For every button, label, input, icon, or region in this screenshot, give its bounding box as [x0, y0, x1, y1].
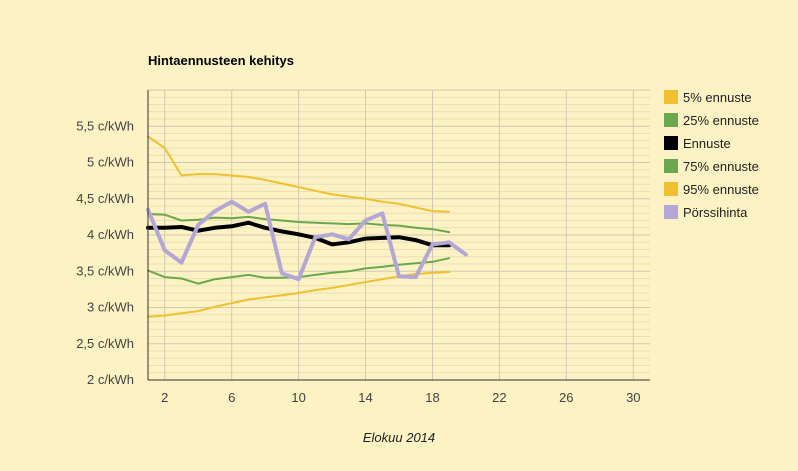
legend-label: 75% ennuste — [683, 159, 759, 174]
x-tick-label: 18 — [425, 390, 439, 405]
grid — [148, 89, 650, 381]
chart-title: Hintaennusteen kehitys — [148, 53, 294, 68]
legend-swatch — [664, 136, 678, 150]
legend-swatch — [664, 205, 678, 219]
series-lines — [146, 135, 468, 318]
x-tick-label: 30 — [626, 390, 640, 405]
y-tick-label: 4,5 c/kWh — [76, 191, 134, 206]
y-tick-label: 4 c/kWh — [87, 227, 134, 242]
legend-label: 25% ennuste — [683, 113, 759, 128]
y-tick-label: 2,5 c/kWh — [76, 336, 134, 351]
x-tick-label: 26 — [559, 390, 573, 405]
series-line-95-ennuste — [147, 135, 451, 213]
y-tick-label: 2 c/kWh — [87, 372, 134, 387]
x-tick-label: 14 — [358, 390, 372, 405]
series-line-pörssihinta — [146, 199, 468, 282]
x-tick-label: 2 — [161, 390, 168, 405]
y-tick-label: 3,5 c/kWh — [76, 263, 134, 278]
series-line-75-ennuste — [147, 213, 451, 234]
x-axis-title: Elokuu 2014 — [363, 430, 435, 445]
legend-swatch — [664, 90, 678, 104]
legend-swatch — [664, 159, 678, 173]
y-tick-label: 5,5 c/kWh — [76, 118, 134, 133]
series-line-ennuste — [146, 220, 452, 248]
legend-label: Pörssihinta — [683, 205, 748, 220]
legend-label: 5% ennuste — [683, 90, 752, 105]
legend-swatch — [664, 182, 678, 196]
legend-swatch — [664, 113, 678, 127]
x-tick-label: 10 — [291, 390, 305, 405]
y-tick-label: 3 c/kWh — [87, 300, 134, 315]
legend-label: 95% ennuste — [683, 182, 759, 197]
legend-label: Ennuste — [683, 136, 731, 151]
tick-labels: 2 c/kWh 2,5 c/kWh 3 c/kWh 3,5 c/kWh 4 c/kWh 4… — [76, 118, 640, 405]
axes — [147, 90, 650, 381]
x-tick-label: 6 — [228, 390, 235, 405]
legend: 5% ennuste 25% ennuste Ennuste 75% ennuste 9… — [664, 90, 759, 220]
x-tick-label: 22 — [492, 390, 506, 405]
y-tick-label: 5 c/kWh — [87, 155, 134, 170]
